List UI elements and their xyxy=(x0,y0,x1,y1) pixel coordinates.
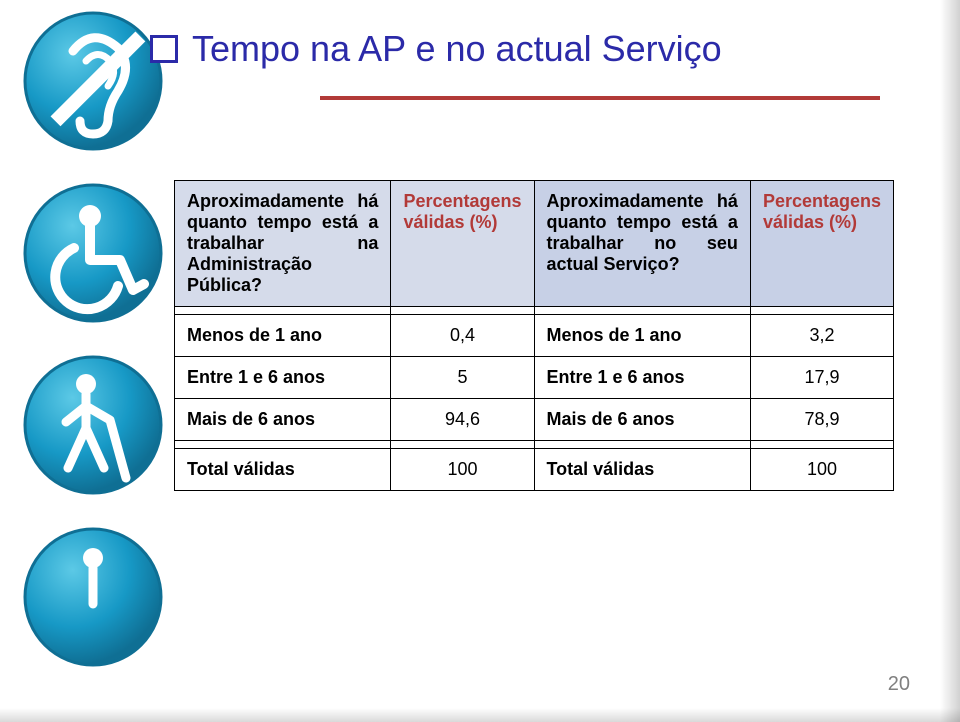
table-total-row: Total válidas100Total válidas100 xyxy=(175,449,894,491)
partial-bottom-icon xyxy=(18,522,168,672)
category-cell: Entre 1 e 6 anos xyxy=(175,357,391,399)
table: Aproximadamente há quanto tempo está a t… xyxy=(174,180,894,491)
category-cell: Mais de 6 anos xyxy=(175,399,391,441)
spacer-cell xyxy=(175,307,391,315)
spacer-cell xyxy=(534,307,750,315)
category-cell: Menos de 1 ano xyxy=(534,315,750,357)
time-table: Aproximadamente há quanto tempo está a t… xyxy=(174,180,894,491)
spacer-cell xyxy=(391,441,534,449)
table-row: Mais de 6 anos94,6Mais de 6 anos78,9 xyxy=(175,399,894,441)
spacer-cell xyxy=(391,307,534,315)
wheelchair-icon xyxy=(18,178,168,328)
ear-icon xyxy=(18,6,168,156)
total-value-cell: 100 xyxy=(750,449,893,491)
value-cell: 5 xyxy=(391,357,534,399)
total-label-cell: Total válidas xyxy=(175,449,391,491)
category-cell: Menos de 1 ano xyxy=(175,315,391,357)
table-spacer-row xyxy=(175,307,894,315)
title-bullet-icon xyxy=(150,35,178,63)
cane-walking-icon xyxy=(18,350,168,500)
total-label-cell: Total válidas xyxy=(534,449,750,491)
category-cell: Mais de 6 anos xyxy=(534,399,750,441)
spacer-cell xyxy=(750,441,893,449)
table-header-cell: Percentagens válidas (%) xyxy=(391,181,534,307)
page-number: 20 xyxy=(888,673,910,696)
bottom-shadow xyxy=(0,708,960,722)
slide-title: Tempo na AP e no actual Serviço xyxy=(192,28,722,70)
value-cell: 78,9 xyxy=(750,399,893,441)
value-cell: 94,6 xyxy=(391,399,534,441)
spacer-cell xyxy=(750,307,893,315)
title-divider xyxy=(320,96,880,100)
right-shadow xyxy=(940,0,960,722)
slide-page: Tempo na AP e no actual Serviço Aproxima… xyxy=(0,0,960,722)
value-cell: 0,4 xyxy=(391,315,534,357)
table-row: Entre 1 e 6 anos5Entre 1 e 6 anos17,9 xyxy=(175,357,894,399)
title-block: Tempo na AP e no actual Serviço xyxy=(150,28,920,100)
total-value-cell: 100 xyxy=(391,449,534,491)
title-row: Tempo na AP e no actual Serviço xyxy=(150,28,920,70)
table-header-row: Aproximadamente há quanto tempo está a t… xyxy=(175,181,894,307)
table-header-cell: Percentagens válidas (%) xyxy=(750,181,893,307)
value-cell: 17,9 xyxy=(750,357,893,399)
spacer-cell xyxy=(534,441,750,449)
value-cell: 3,2 xyxy=(750,315,893,357)
category-cell: Entre 1 e 6 anos xyxy=(534,357,750,399)
side-icons-column xyxy=(18,36,168,612)
table-row: Menos de 1 ano0,4Menos de 1 ano3,2 xyxy=(175,315,894,357)
table-spacer-row xyxy=(175,441,894,449)
table-header-cell: Aproximadamente há quanto tempo está a t… xyxy=(175,181,391,307)
table-header-cell: Aproximadamente há quanto tempo está a t… xyxy=(534,181,750,307)
spacer-cell xyxy=(175,441,391,449)
